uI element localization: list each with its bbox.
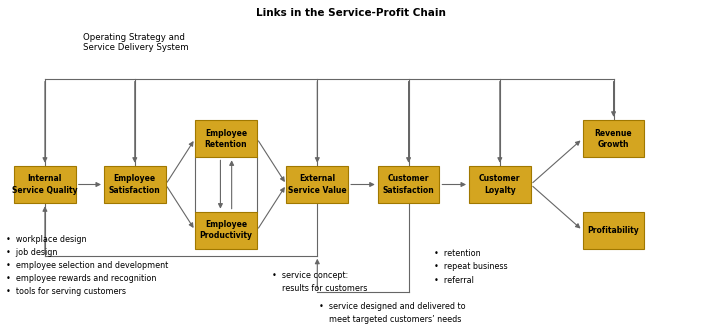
Text: •  workplace design
•  job design
•  employee selection and development
•  emplo: • workplace design • job design • employ… [6, 235, 168, 296]
Text: Internal
Service Quality: Internal Service Quality [12, 174, 78, 195]
Text: Employee
Retention: Employee Retention [205, 129, 247, 149]
Text: Customer
Loyalty: Customer Loyalty [479, 174, 521, 195]
Text: Revenue
Growth: Revenue Growth [595, 129, 633, 149]
FancyBboxPatch shape [469, 166, 531, 203]
FancyBboxPatch shape [286, 166, 348, 203]
Text: •  service concept:
    results for customers: • service concept: results for customers [272, 271, 368, 293]
Text: •  service designed and delivered to
    meet targeted customers’ needs: • service designed and delivered to meet… [319, 302, 466, 324]
Text: Employee
Productivity: Employee Productivity [199, 220, 253, 240]
Text: •  retention
•  repeat business
•  referral: • retention • repeat business • referral [434, 249, 508, 285]
FancyBboxPatch shape [104, 166, 166, 203]
Text: Links in the Service-Profit Chain: Links in the Service-Profit Chain [256, 8, 446, 18]
Text: External
Service Value: External Service Value [288, 174, 347, 195]
FancyBboxPatch shape [195, 120, 257, 157]
FancyBboxPatch shape [378, 166, 439, 203]
Text: Employee
Satisfaction: Employee Satisfaction [109, 174, 161, 195]
Text: Customer
Satisfaction: Customer Satisfaction [383, 174, 435, 195]
Text: Profitability: Profitability [588, 226, 640, 235]
Text: Operating Strategy and
Service Delivery System: Operating Strategy and Service Delivery … [83, 33, 188, 52]
FancyBboxPatch shape [583, 212, 644, 249]
FancyBboxPatch shape [14, 166, 76, 203]
FancyBboxPatch shape [195, 212, 257, 249]
FancyBboxPatch shape [583, 120, 644, 157]
